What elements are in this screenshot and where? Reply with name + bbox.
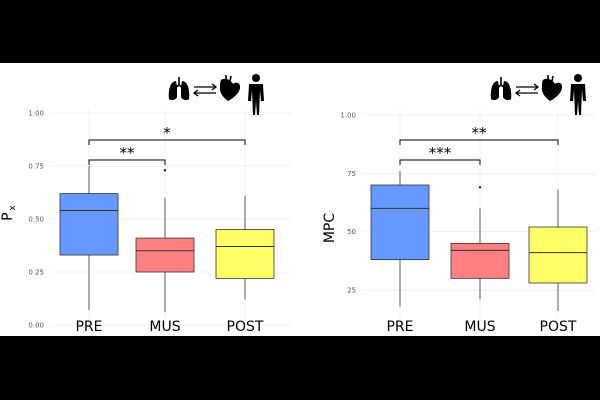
heart-icon (219, 75, 241, 101)
x-tick-label: MUS (464, 319, 495, 335)
arrow-right-shape (194, 83, 218, 91)
significance-label: *** (429, 144, 452, 162)
y-tick-label: 75 (347, 170, 356, 178)
figure-panel: 0.00 0.25 0.50 0.75 1.00 Px PRE MUS POST ** * 25 50 7… (0, 63, 600, 336)
lungs-icon (168, 77, 190, 101)
right-lung-shape (503, 81, 512, 101)
y-tick-label: 0.75 (28, 163, 44, 171)
y-axis-label: MPC (322, 213, 338, 244)
double-arrow-icon (514, 83, 540, 97)
heart-icon (541, 75, 563, 101)
person-icon (248, 74, 264, 115)
left-lung-shape (168, 81, 177, 101)
y-tick-label: 0.50 (28, 216, 44, 224)
person-body-shape (248, 84, 264, 115)
box-mus (450, 242, 510, 279)
x-tick-label: POST (227, 319, 264, 335)
physiology-icons (168, 74, 264, 115)
significance-bracket (88, 159, 166, 165)
double-arrow-icon (192, 83, 218, 97)
x-tick-label: PRE (75, 319, 102, 335)
significance-bracket (88, 139, 246, 145)
y-tick-label: 1.00 (28, 110, 44, 118)
box-post (528, 226, 588, 284)
x-tick-label: MUS (149, 319, 180, 335)
y-tick-label: 0.25 (28, 269, 44, 277)
person-head-shape (252, 74, 260, 82)
significance-bracket (399, 159, 481, 165)
outlier-point (478, 186, 482, 189)
arrow-left-shape (192, 89, 216, 97)
box-pre (370, 184, 430, 261)
heart-shape (541, 78, 563, 101)
y-tick-label: 25 (347, 287, 356, 295)
significance-bracket (399, 139, 559, 145)
significance-label: ** (120, 144, 136, 162)
y-axis-label-subscript: x (8, 204, 18, 210)
heart-shape (219, 78, 241, 101)
y-tick-label: 1.00 (340, 112, 356, 120)
person-head-shape (574, 74, 582, 82)
outlier-point (163, 169, 167, 172)
left-lung-shape (490, 81, 499, 101)
arrow-left-shape (514, 89, 538, 97)
y-tick-label: 0.00 (28, 322, 44, 330)
heart-vessels-shape (225, 75, 232, 82)
y-tick-label: 50 (347, 228, 356, 236)
lungs-icon (490, 77, 512, 101)
significance-label: ** (472, 124, 488, 142)
box-pre (59, 193, 119, 256)
significance-label: * (163, 124, 171, 142)
right-lung-shape (181, 81, 190, 101)
physiology-icons (490, 74, 586, 115)
box-post (215, 229, 275, 279)
x-tick-label: POST (540, 319, 577, 335)
box-mus (135, 237, 195, 273)
person-icon (570, 74, 586, 115)
arrow-right-shape (516, 83, 540, 91)
heart-vessels-shape (547, 75, 554, 82)
person-body-shape (570, 84, 586, 115)
y-axis-label: Px (0, 204, 18, 220)
x-tick-label: PRE (386, 319, 413, 335)
